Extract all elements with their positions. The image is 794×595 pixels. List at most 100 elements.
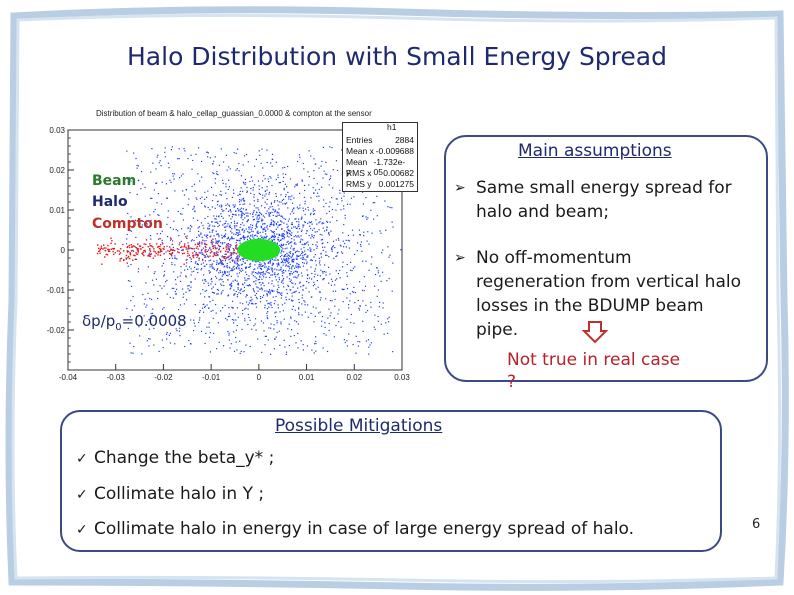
halo-point — [155, 168, 157, 170]
halo-point — [236, 273, 238, 275]
halo-point — [320, 239, 322, 241]
halo-point — [271, 235, 273, 237]
halo-point — [348, 240, 351, 242]
halo-point — [343, 288, 345, 290]
halo-point — [214, 182, 216, 184]
halo-point — [284, 195, 287, 198]
halo-point — [254, 323, 256, 325]
halo-point — [224, 234, 226, 237]
halo-point — [237, 232, 239, 234]
halo-point — [327, 266, 330, 268]
halo-point — [257, 221, 259, 223]
halo-point — [276, 212, 278, 214]
halo-point — [359, 281, 361, 283]
halo-point — [202, 239, 204, 241]
halo-point — [267, 267, 269, 269]
halo-point — [184, 345, 186, 348]
halo-point — [346, 318, 348, 320]
halo-point — [334, 305, 336, 307]
halo-point — [359, 341, 361, 343]
halo-point — [253, 281, 255, 283]
halo-point — [211, 281, 213, 283]
halo-point — [346, 340, 348, 342]
halo-point — [325, 298, 327, 300]
halo-point — [246, 190, 248, 192]
halo-point — [216, 247, 218, 249]
halo-point — [288, 298, 290, 301]
halo-point — [227, 188, 229, 191]
halo-point — [269, 223, 271, 226]
compton-point — [193, 247, 195, 250]
halo-point — [385, 322, 387, 324]
halo-point — [280, 215, 282, 217]
halo-point — [264, 262, 266, 265]
halo-point — [295, 290, 297, 292]
halo-point — [285, 270, 287, 272]
halo-point — [352, 234, 354, 236]
halo-point — [257, 207, 259, 209]
halo-point — [172, 228, 174, 230]
halo-point — [201, 307, 204, 309]
halo-point — [295, 265, 297, 267]
halo-point — [331, 280, 333, 283]
halo-point — [187, 157, 189, 160]
halo-point — [222, 259, 224, 262]
halo-point — [281, 275, 284, 277]
halo-point — [322, 347, 324, 349]
compton-point — [182, 249, 184, 252]
halo-point — [282, 310, 284, 312]
halo-point — [276, 290, 278, 292]
halo-point — [233, 237, 235, 240]
halo-point — [212, 267, 214, 269]
compton-point — [183, 252, 185, 255]
halo-point — [175, 328, 177, 330]
halo-point — [219, 245, 222, 248]
halo-point — [362, 330, 364, 332]
halo-point — [255, 158, 257, 161]
halo-point — [255, 234, 257, 236]
halo-point — [244, 203, 246, 205]
halo-point — [290, 245, 293, 247]
halo-point — [321, 186, 323, 188]
halo-point — [159, 232, 162, 235]
halo-point — [255, 280, 257, 282]
halo-point — [269, 261, 271, 263]
halo-point — [301, 217, 303, 219]
stats-row: RMS x 0.00682 — [346, 168, 414, 178]
compton-point — [211, 251, 213, 253]
halo-point — [293, 212, 295, 214]
compton-point — [194, 243, 197, 246]
halo-point — [172, 314, 174, 316]
halo-point — [229, 284, 232, 286]
compton-point — [127, 255, 130, 258]
halo-point — [284, 248, 286, 250]
compton-point — [191, 248, 194, 250]
halo-point — [270, 323, 272, 325]
halo-point — [204, 305, 206, 307]
halo-point — [211, 206, 213, 208]
halo-point — [213, 253, 215, 255]
halo-point — [218, 239, 220, 242]
compton-point — [125, 258, 128, 260]
halo-point — [237, 275, 239, 277]
halo-point — [216, 173, 218, 175]
halo-point — [315, 340, 317, 343]
halo-point — [221, 291, 223, 293]
halo-point — [296, 250, 298, 252]
compton-point — [163, 253, 165, 255]
compton-point — [198, 257, 200, 260]
halo-point — [237, 229, 239, 231]
halo-point — [156, 297, 159, 300]
compton-point — [132, 249, 134, 252]
halo-point — [212, 225, 214, 227]
halo-point — [311, 296, 313, 298]
halo-point — [222, 242, 224, 244]
halo-point — [254, 235, 256, 237]
halo-point — [273, 221, 275, 223]
halo-point — [226, 265, 228, 267]
halo-point — [215, 263, 218, 265]
halo-point — [199, 242, 201, 244]
halo-point — [274, 315, 277, 318]
halo-point — [209, 259, 212, 261]
halo-point — [275, 311, 277, 313]
